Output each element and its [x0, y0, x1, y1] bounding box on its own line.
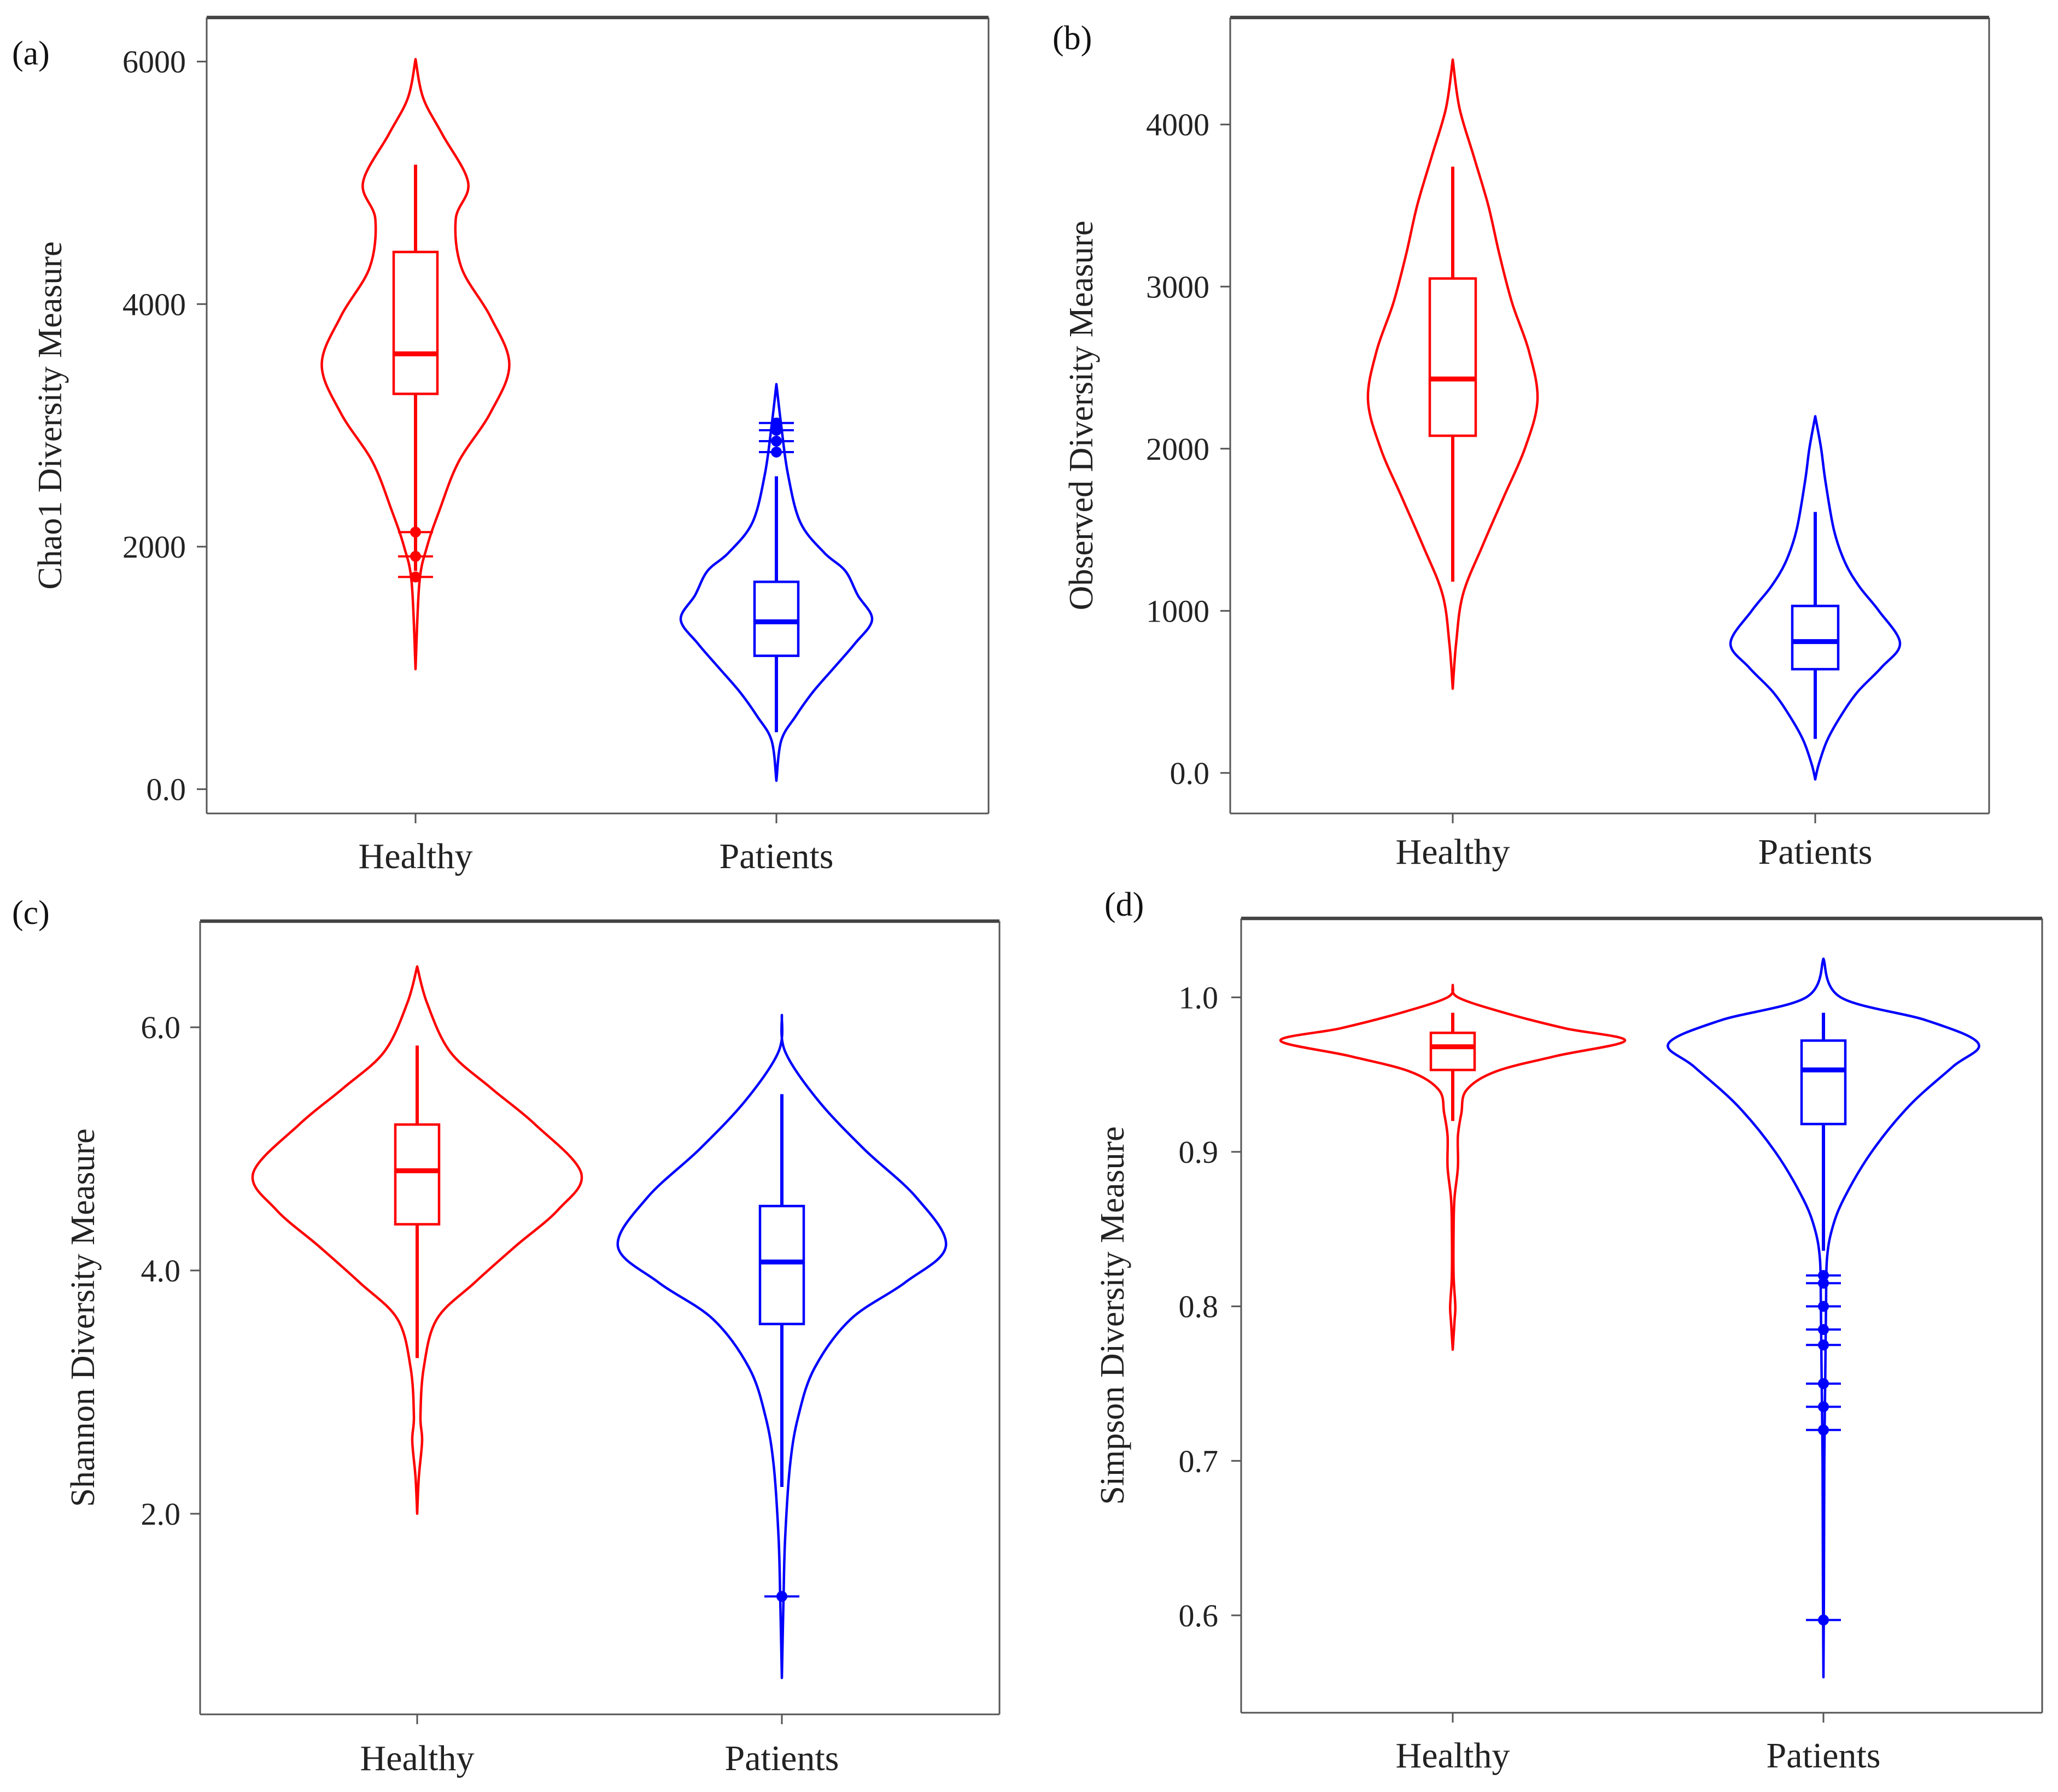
x-category-label: Healthy [1396, 832, 1510, 872]
y-axis-title: Simpson Diversity Measure [1094, 1126, 1131, 1504]
y-tick-label: 4000 [122, 286, 186, 322]
series-healthy [320, 57, 511, 671]
outlier-point [1818, 1401, 1829, 1413]
violin-outline [616, 1014, 948, 1679]
outlier-point [1818, 1324, 1829, 1336]
outlier-point [1818, 1270, 1829, 1281]
panel-label: (c) [12, 894, 50, 932]
x-category-label: Patients [720, 836, 834, 876]
y-tick-label: 0.9 [1179, 1134, 1219, 1170]
outlier-point [771, 435, 782, 447]
series-healthy [1279, 983, 1627, 1351]
violin-outline [320, 57, 511, 671]
y-tick-label: 1000 [1146, 593, 1209, 629]
y-axis-title: Shannon Diversity Measure [65, 1128, 102, 1507]
panel-label: (d) [1104, 886, 1144, 923]
box-iqr [392, 250, 439, 395]
outlier-point [1818, 1378, 1829, 1389]
outlier-point [1818, 1424, 1829, 1436]
violin-outline [1729, 415, 1902, 781]
series-patients [616, 1014, 948, 1679]
y-tick-label: 2000 [122, 529, 186, 565]
series-healthy [251, 965, 583, 1515]
y-tick-label: 2.0 [141, 1496, 181, 1532]
y-tick-label: 0.0 [1170, 756, 1210, 791]
y-tick-label: 6.0 [141, 1010, 181, 1045]
box-iqr [1428, 277, 1477, 437]
y-tick-label: 6000 [122, 44, 186, 80]
outlier-point [1818, 1278, 1829, 1289]
outlier-point [1818, 1339, 1829, 1351]
outlier-point [410, 551, 421, 562]
box-iqr [394, 1123, 441, 1226]
y-tick-label: 0.8 [1179, 1289, 1219, 1325]
x-category-label: Healthy [359, 836, 473, 876]
y-tick-label: 2000 [1146, 431, 1209, 467]
box-iqr [1791, 605, 1840, 671]
y-tick-label: 3000 [1146, 269, 1209, 304]
box-iqr [1800, 1039, 1847, 1126]
violin-outline [1667, 957, 1980, 1679]
box-iqr [758, 1204, 805, 1326]
chart-panel-2: (b) 0.0 1000 2000 3000 4000 Observed Diversity… [1053, 15, 1990, 872]
y-tick-label: 0.7 [1179, 1443, 1219, 1479]
outlier-point [410, 571, 421, 583]
x-category-label: Healthy [1396, 1736, 1510, 1776]
violin-outline [1366, 58, 1539, 690]
series-healthy [1366, 58, 1539, 690]
chart-panel-3: (c) 2.0 4.0 6.0 Shannon Diversity Measure Hea… [12, 894, 1001, 1778]
x-category-label: Healthy [360, 1738, 475, 1778]
y-axis-title: Chao1 Diversity Measure [32, 241, 69, 589]
outlier-point [1818, 1614, 1829, 1626]
y-tick-label: 4000 [1146, 107, 1209, 143]
violin-outline [251, 965, 583, 1515]
outlier-point [771, 446, 782, 458]
series-patients [679, 383, 874, 782]
outlier-point [410, 526, 421, 538]
y-tick-label: 4.0 [141, 1253, 181, 1289]
outlier-point [1818, 1301, 1829, 1312]
x-category-label: Patients [725, 1738, 839, 1778]
chart-panel-4: (d) 0.6 0.7 0.8 0.9 1.0 Simpson Diversity Meas… [1094, 886, 2043, 1776]
outlier-point [776, 1591, 787, 1602]
violin-outline [679, 383, 874, 782]
panel-label: (b) [1053, 20, 1092, 57]
y-tick-label: 1.0 [1179, 980, 1219, 1015]
x-category-label: Patients [1767, 1736, 1881, 1776]
y-tick-label: 0.6 [1179, 1598, 1219, 1633]
series-patients [1667, 957, 1980, 1679]
panel-label: (a) [12, 35, 50, 72]
box-iqr [1429, 1032, 1476, 1071]
y-axis-title: Observed Diversity Measure [1063, 221, 1100, 611]
series-patients [1729, 415, 1902, 781]
violin-outline [1279, 983, 1627, 1351]
y-tick-label: 0.0 [147, 772, 186, 807]
chart-panel-1: (a) 0.0 2000 4000 6000 Chao1 Diversity Measur… [12, 15, 990, 876]
outlier-point [771, 417, 782, 429]
x-category-label: Patients [1758, 832, 1873, 872]
box-iqr [753, 581, 800, 657]
